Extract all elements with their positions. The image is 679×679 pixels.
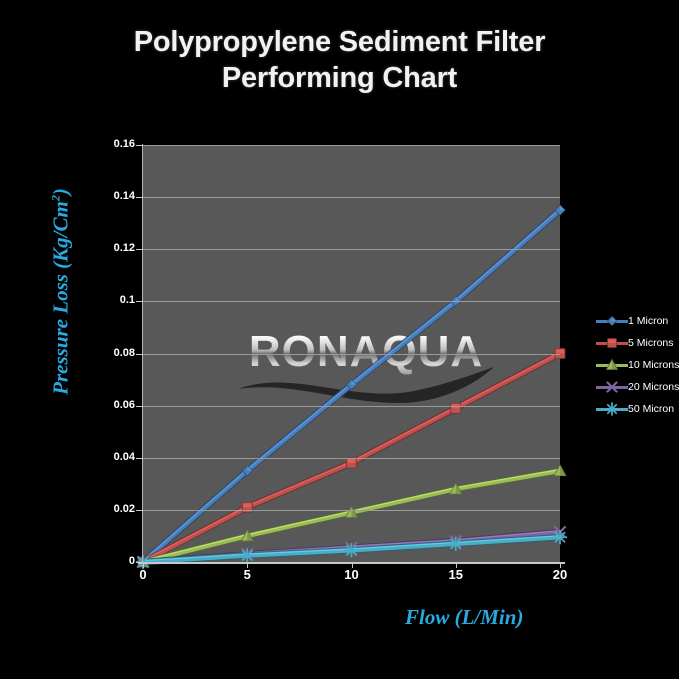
data-point-marker	[239, 548, 255, 563]
x-axis-tick-mark	[351, 562, 353, 568]
series-overlay	[135, 204, 568, 570]
legend-item-label: 1 Micron	[628, 315, 669, 327]
legend-symbol-icon	[596, 380, 628, 394]
y-axis-tick-label: 0.14	[113, 190, 135, 203]
data-point-marker	[344, 505, 359, 518]
legend-marker-icon	[606, 315, 618, 327]
gridline	[143, 301, 560, 303]
data-point-marker	[344, 542, 359, 558]
legend-marker-icon	[605, 402, 619, 416]
x-axis-title: Flow (L/Min)	[405, 605, 524, 629]
data-point-marker	[345, 379, 358, 391]
y-axis-tick-mark	[136, 353, 143, 355]
gridline	[143, 145, 560, 146]
x-axis-tick-mark	[560, 562, 561, 568]
legend-marker-icon	[606, 381, 618, 393]
legend-item-20-microns[interactable]: 20 Microns	[596, 376, 679, 398]
chart-title: Polypropylene Sediment Filter Performing…	[0, 24, 679, 96]
x-axis-tick-mark	[247, 562, 249, 568]
y-axis-title-close: )	[48, 188, 73, 196]
gridline	[143, 353, 560, 355]
legend-item-5-microns[interactable]: 5 Microns	[596, 332, 679, 354]
x-axis-tick-label: 5	[243, 567, 251, 582]
y-axis-tick-mark	[136, 562, 143, 563]
y-axis-tick-label: 0.08	[113, 346, 135, 359]
y-axis-tick-mark	[136, 249, 143, 251]
y-axis-tick-label: 0	[128, 555, 135, 567]
legend-item-label: 50 Micron	[628, 403, 675, 415]
y-axis-title: Pressure Loss (Kg/Cm2)	[49, 182, 74, 402]
gridline	[143, 457, 560, 459]
data-point-marker	[605, 358, 619, 370]
x-axis-tick-label: 0	[139, 567, 147, 582]
legend-symbol-icon	[596, 402, 628, 416]
data-point-marker	[606, 315, 618, 327]
x-axis-tick-label: 15	[448, 567, 463, 582]
data-point-marker	[553, 463, 567, 477]
legend-symbol-icon	[596, 358, 628, 372]
data-point-marker	[552, 529, 568, 545]
x-axis-tick-label: 20	[552, 567, 568, 582]
gridline	[143, 509, 560, 511]
y-axis-tick-label: 0.02	[113, 502, 135, 515]
x-axis-tick-mark	[143, 562, 144, 568]
legend-item-label: 5 Microns	[628, 337, 674, 349]
legend-item-10-microns[interactable]: 10 Microns	[596, 354, 679, 376]
y-axis-tick-label: 0.16	[113, 138, 135, 150]
y-axis-tick-mark	[136, 301, 143, 303]
y-axis-tick-mark	[136, 145, 143, 146]
gridline	[143, 197, 560, 199]
legend-item-50-micron[interactable]: 50 Micron	[596, 398, 679, 420]
data-point-marker	[607, 338, 617, 348]
y-axis-tick-label: 0.04	[113, 450, 135, 463]
legend-symbol-icon	[596, 314, 628, 328]
plot-area: RONAQUA	[135, 145, 568, 570]
data-point-marker	[449, 482, 463, 495]
data-point-marker	[448, 536, 464, 552]
legend-item-label: 10 Microns	[628, 359, 679, 371]
legend-item-1-micron[interactable]: 1 Micron	[596, 310, 679, 332]
x-axis-tick-label: 10	[344, 567, 359, 582]
chart-title-line2: Performing Chart	[221, 62, 458, 94]
chart-title-line1: Polypropylene Sediment Filter	[133, 26, 546, 58]
y-axis-tick-mark	[136, 457, 143, 459]
x-axis-tick-mark	[455, 562, 457, 568]
data-point-marker	[241, 465, 253, 477]
data-point-marker	[605, 402, 619, 416]
gridline	[143, 405, 560, 407]
data-point-marker	[240, 529, 254, 542]
y-axis-tick-mark	[136, 197, 143, 199]
y-axis-tick-label: 0.1	[119, 294, 135, 307]
y-axis-tick-label: 0.12	[113, 242, 135, 255]
legend-marker-icon	[607, 338, 617, 348]
gridline	[143, 249, 560, 251]
legend-symbol-icon	[596, 336, 628, 350]
y-axis-tick-mark	[136, 405, 143, 407]
chart-legend: 1 Micron 5 Microns 10 Microns 20 Microns 50 …	[596, 310, 679, 420]
y-axis-title-superscript: 2	[48, 195, 63, 202]
y-axis-tick-label: 0.06	[113, 398, 135, 411]
legend-item-label: 20 Microns	[628, 381, 679, 393]
y-axis-tick-mark	[136, 509, 143, 511]
legend-marker-icon	[605, 358, 619, 370]
data-point-marker	[554, 204, 566, 216]
y-axis-title-text: Pressure Loss (Kg/Cm	[48, 201, 73, 395]
data-point-marker	[606, 381, 618, 393]
data-point-marker	[346, 457, 357, 469]
data-point-marker	[241, 501, 253, 513]
